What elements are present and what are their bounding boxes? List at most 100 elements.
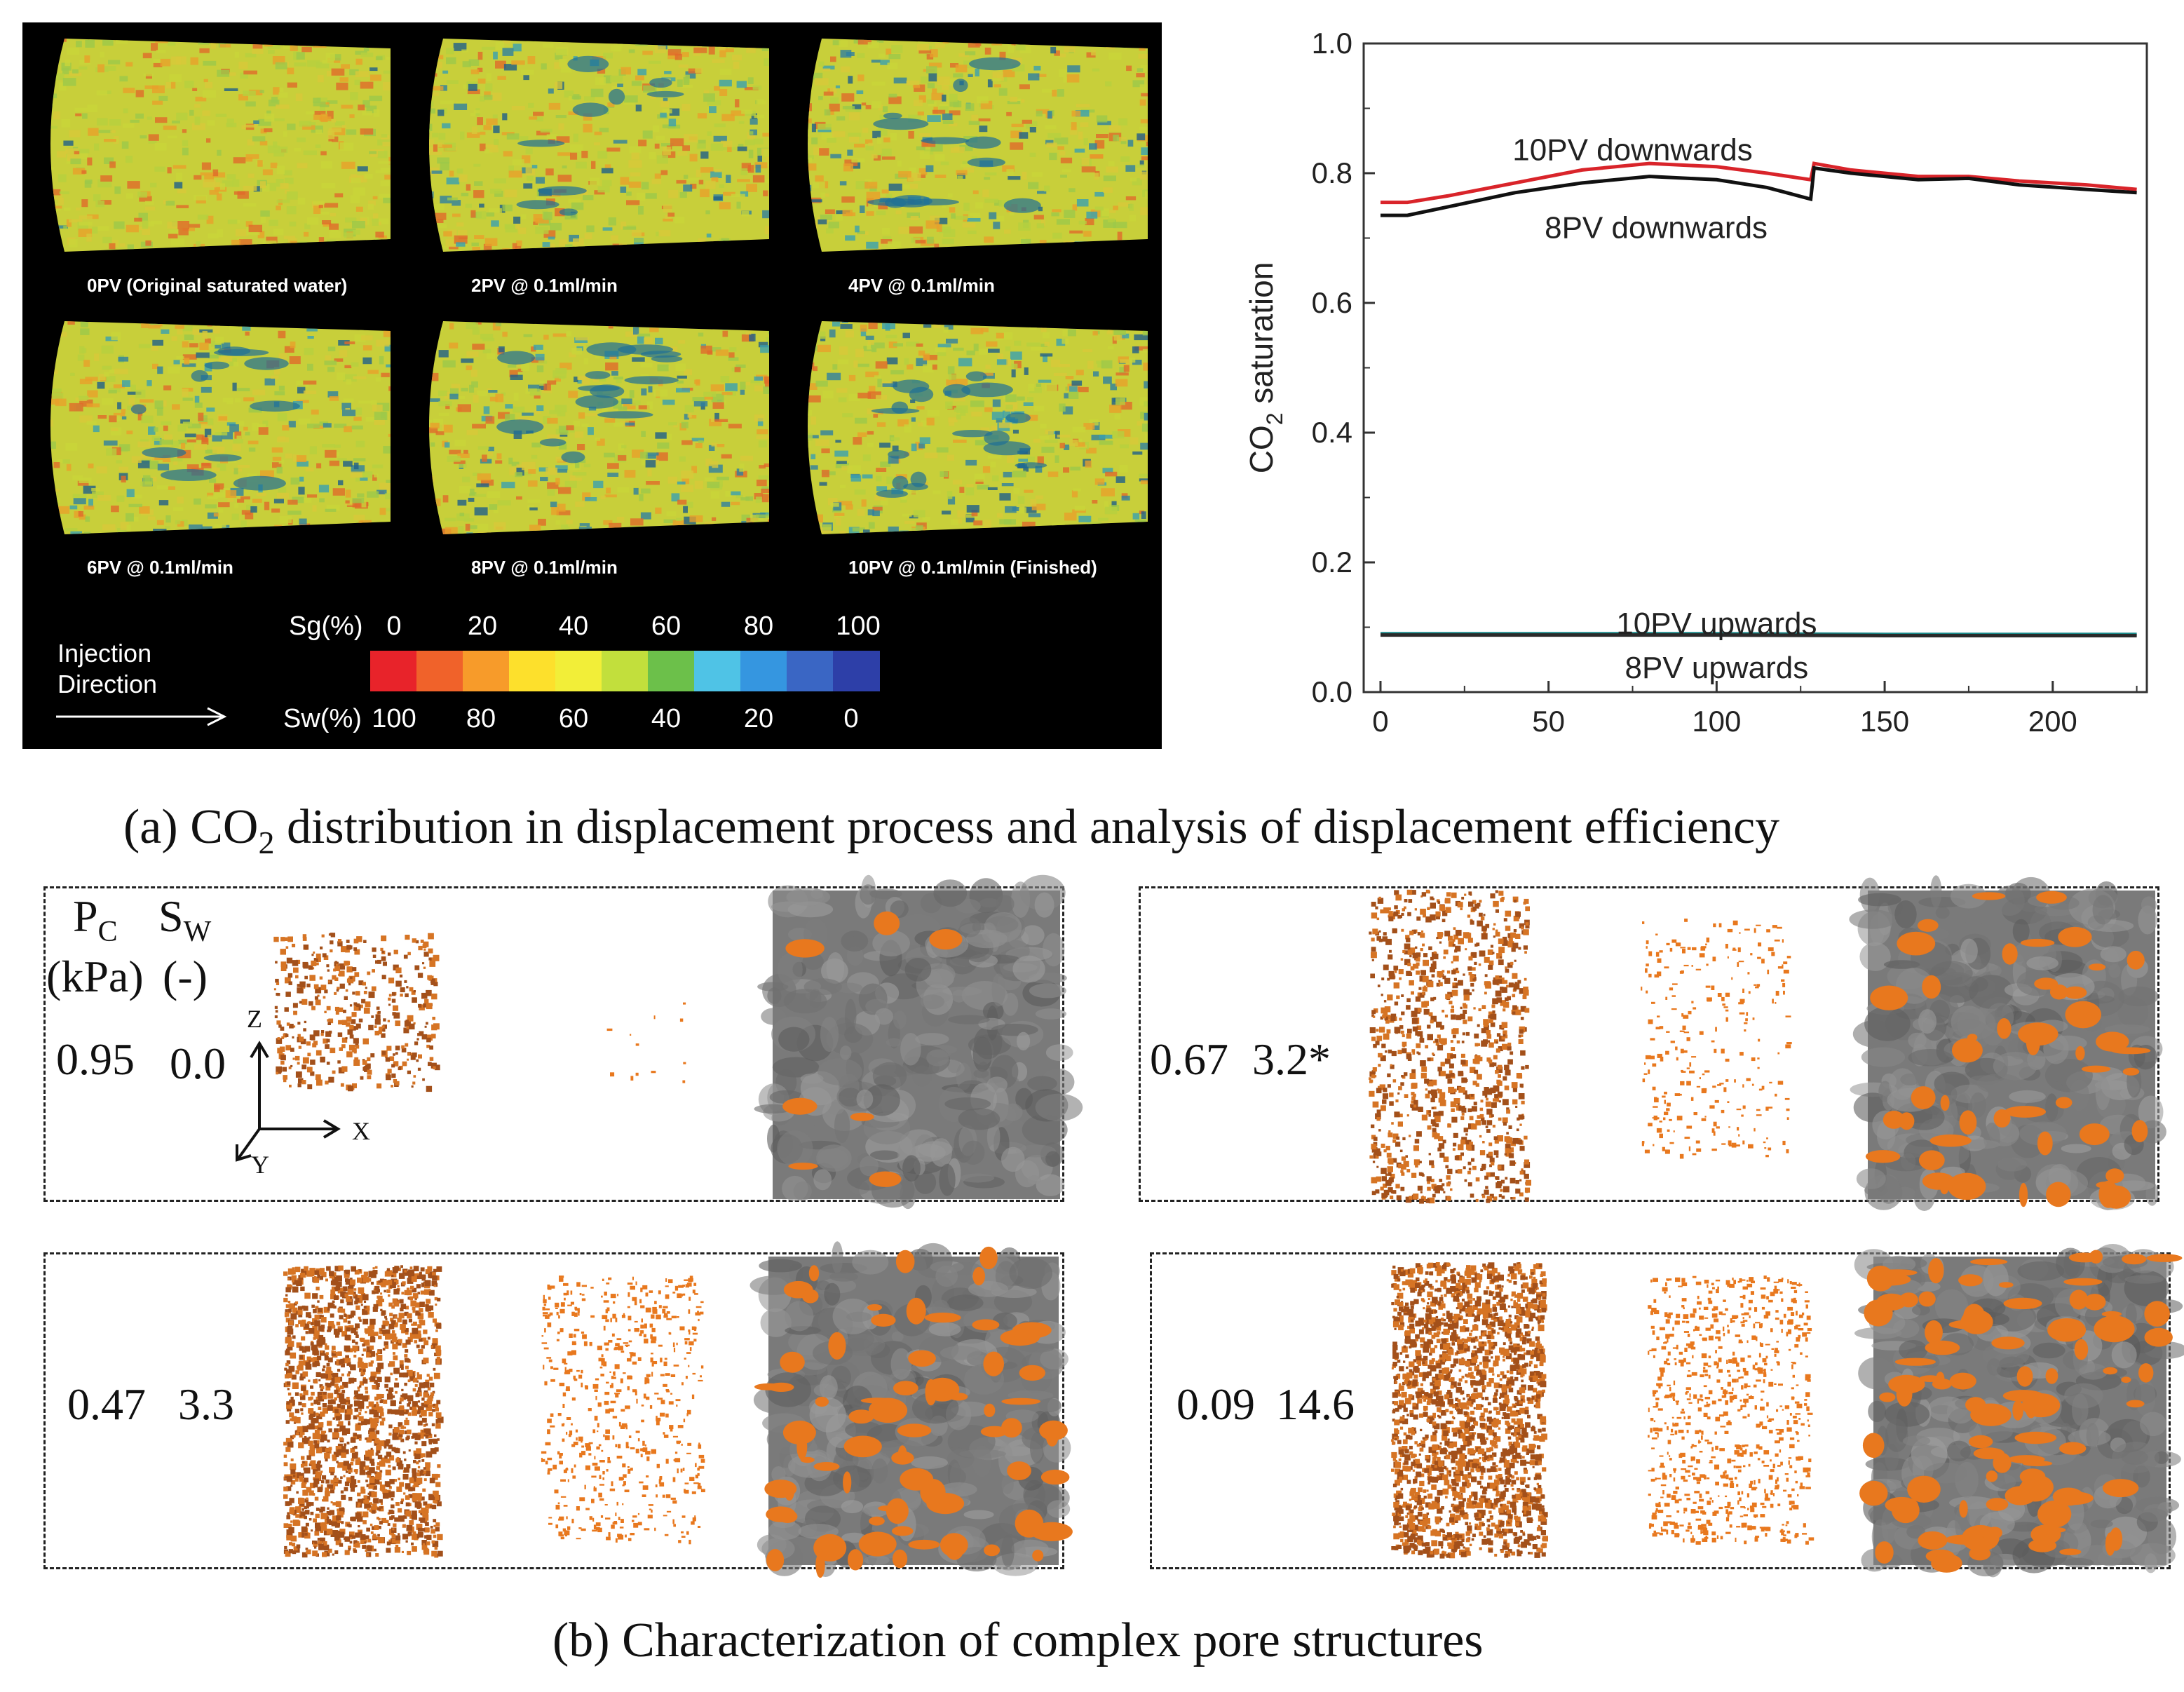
co2-saturation-chart: 0.0 0.2 0.4 0.6 0.8 1.0 0 50 100 150 200 CO2 satura… bbox=[1243, 27, 2148, 738]
sg-tick: 0 bbox=[386, 611, 402, 641]
sw-header: SW bbox=[158, 891, 211, 949]
caption-b: (b) Characterization of complex pore str… bbox=[552, 1613, 1484, 1667]
colorbar-swatch bbox=[602, 651, 649, 691]
series-line-0 bbox=[1381, 161, 2137, 205]
injection-direction-label: Injection Direction bbox=[57, 638, 157, 700]
series-annotation-3: 8PV upwards bbox=[1625, 651, 1809, 685]
pc-unit: (kPa) bbox=[46, 952, 144, 1001]
x-tick-label: 150 bbox=[1860, 705, 1909, 738]
ct-label-3: 6PV @ 0.1ml/min bbox=[87, 557, 233, 578]
series-annotation-1: 8PV downwards bbox=[1545, 211, 1768, 245]
pc-letter: P bbox=[73, 891, 98, 941]
sw-unit: (-) bbox=[163, 952, 208, 1001]
injection-text-1: Injection bbox=[57, 639, 152, 668]
x-tick-label: 0 bbox=[1372, 705, 1388, 738]
colorbar-swatch bbox=[787, 651, 834, 691]
sg-tick: 40 bbox=[558, 611, 589, 641]
sg-tick: 20 bbox=[467, 611, 498, 641]
ct-core-1 bbox=[429, 39, 769, 252]
case1-sw: 0.0 bbox=[170, 1038, 226, 1088]
series-line-1 bbox=[1381, 165, 2137, 217]
sw-tick: 60 bbox=[558, 704, 589, 733]
series-annotation-2: 10PV upwards bbox=[1616, 607, 1817, 641]
case4-cylinder bbox=[1391, 1262, 1548, 1559]
sw-tick: 20 bbox=[743, 704, 774, 733]
case2-sem-image bbox=[1849, 875, 2166, 1211]
colorbar-swatch bbox=[370, 651, 417, 691]
pore-case-box-1 bbox=[43, 886, 1064, 1202]
pore-case-box-3 bbox=[43, 1252, 1064, 1569]
axis-x-label: X bbox=[352, 1117, 370, 1145]
colorbar-swatch bbox=[694, 651, 741, 691]
caption-a-prefix: (a) CO bbox=[123, 800, 259, 854]
colorbar-swatch bbox=[648, 651, 695, 691]
caption-a-sub: 2 bbox=[258, 825, 275, 860]
y-tick-label: 0.6 bbox=[1312, 286, 1352, 319]
sw-tick-row: 100 80 60 40 20 0 bbox=[22, 704, 1162, 739]
colorbar-swatch bbox=[555, 651, 602, 691]
ct-image-panel: 0PV (Original saturated water) 2PV @ 0.1… bbox=[22, 22, 1162, 749]
sg-label: Sg(%) bbox=[289, 611, 363, 641]
case4-sw: 14.6 bbox=[1276, 1379, 1355, 1429]
series-line-3 bbox=[1381, 633, 2137, 637]
y-tick-label: 0.2 bbox=[1312, 546, 1352, 578]
y-axis-label: CO2 saturation bbox=[1243, 262, 1287, 474]
case3-sw: 3.3 bbox=[178, 1379, 234, 1429]
ct-core-4 bbox=[429, 321, 769, 534]
saturation-colorbar bbox=[370, 651, 880, 691]
sg-tick: 80 bbox=[743, 611, 774, 641]
colorbar-swatch bbox=[833, 651, 880, 691]
ct-core-0 bbox=[50, 39, 391, 252]
sg-tick: 100 bbox=[836, 611, 881, 641]
ct-label-0: 0PV (Original saturated water) bbox=[87, 275, 348, 296]
case3-pc: 0.47 bbox=[67, 1379, 146, 1429]
sw-tick: 80 bbox=[466, 704, 496, 733]
y-tick-label: 1.0 bbox=[1312, 27, 1352, 60]
case4-pc: 0.09 bbox=[1176, 1379, 1255, 1429]
sw-letter: S bbox=[158, 891, 184, 941]
y-tick-label: 0.8 bbox=[1312, 156, 1352, 189]
sw-tick: 40 bbox=[651, 704, 681, 733]
ct-label-2: 4PV @ 0.1ml/min bbox=[848, 275, 995, 296]
caption-a: (a) CO2 distribution in displacement pro… bbox=[123, 799, 1779, 861]
case1-cylinder bbox=[273, 933, 440, 1092]
case1-sem-image bbox=[754, 874, 1083, 1210]
case1-scatter bbox=[606, 1002, 686, 1083]
case2-pc: 0.67 bbox=[1150, 1034, 1228, 1084]
axis-triad-icon bbox=[236, 1041, 341, 1162]
ct-label-1: 2PV @ 0.1ml/min bbox=[471, 275, 618, 296]
case2-cylinder bbox=[1369, 889, 1531, 1204]
x-tick-label: 50 bbox=[1532, 705, 1565, 738]
x-tick-label: 200 bbox=[2028, 705, 2077, 738]
y-tick-label: 0.4 bbox=[1312, 416, 1352, 449]
sw-tick: 100 bbox=[372, 704, 416, 733]
x-tick-label: 100 bbox=[1692, 705, 1741, 738]
case4-sem-image bbox=[1854, 1244, 2184, 1578]
pc-header: PC bbox=[73, 891, 118, 949]
ct-label-4: 8PV @ 0.1ml/min bbox=[471, 557, 618, 578]
sw-tick: 0 bbox=[843, 704, 859, 733]
ct-label-5: 10PV @ 0.1ml/min (Finished) bbox=[848, 557, 1097, 578]
case2-sw: 3.2* bbox=[1252, 1034, 1331, 1084]
colorbar-swatch bbox=[509, 651, 556, 691]
series-annotation-0: 10PV downwards bbox=[1512, 133, 1752, 168]
colorbar-swatch bbox=[416, 651, 463, 691]
pore-case-box-4 bbox=[1150, 1252, 2171, 1569]
case2-scatter bbox=[1641, 919, 1792, 1159]
case3-scatter bbox=[541, 1275, 705, 1545]
axis-y-label: Y bbox=[251, 1151, 269, 1179]
y-tick-label: 0.0 bbox=[1312, 675, 1352, 708]
case4-scatter bbox=[1648, 1275, 1815, 1545]
case3-cylinder bbox=[283, 1265, 444, 1558]
sw-label: Sw(%) bbox=[283, 704, 362, 733]
colorbar-swatch bbox=[463, 651, 510, 691]
injection-text-2: Direction bbox=[57, 670, 158, 698]
case3-sem-image bbox=[750, 1241, 1073, 1578]
sw-sub: W bbox=[183, 915, 212, 948]
axis-z-label: Z bbox=[247, 1005, 262, 1033]
colorbar-swatch bbox=[740, 651, 787, 691]
caption-a-suffix: distribution in displacement process and… bbox=[274, 800, 1780, 854]
injection-arrow-icon bbox=[56, 707, 227, 726]
ct-core-images bbox=[50, 39, 1148, 534]
